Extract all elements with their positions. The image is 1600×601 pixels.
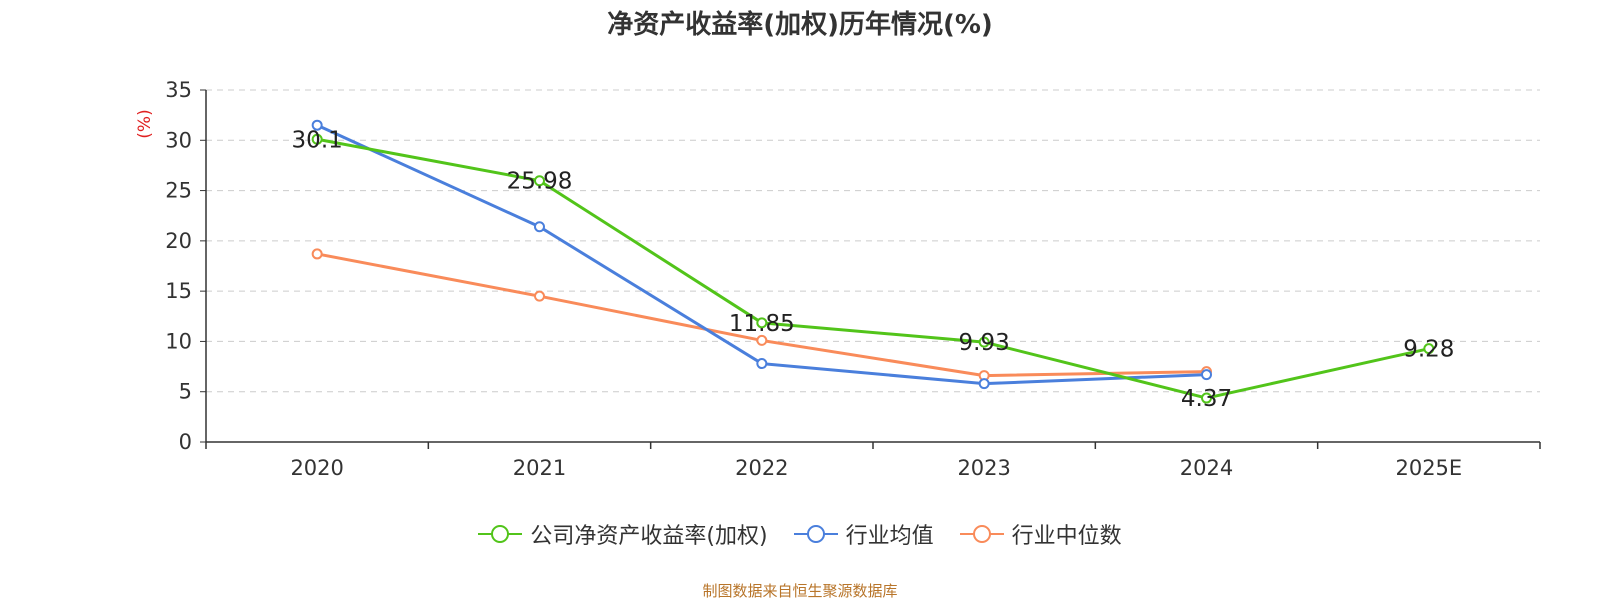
legend-label: 行业中位数 bbox=[1011, 524, 1122, 549]
legend-item-industry-mean[interactable]: 行业均值 bbox=[793, 518, 934, 550]
x-tick-label: 2025E bbox=[1395, 456, 1462, 480]
data-point bbox=[756, 317, 768, 329]
x-tick-label: 2024 bbox=[1180, 456, 1233, 480]
data-point bbox=[1201, 369, 1212, 381]
y-tick-label: 30 bbox=[165, 128, 192, 152]
legend-marker-icon bbox=[959, 525, 1004, 543]
y-tick-label: 25 bbox=[165, 179, 192, 203]
y-tick-label: 15 bbox=[165, 279, 192, 303]
data-source-note: 制图数据来自恒生聚源数据库 bbox=[702, 582, 898, 600]
x-tick-label: 2020 bbox=[290, 456, 343, 480]
legend-label: 公司净资产收益率(加权) bbox=[530, 524, 768, 549]
data-point bbox=[756, 358, 768, 370]
axis-layer: 0 5 10 15 20 25 30 35 (%) 2020 2021 2022 2023 2024 202… bbox=[135, 78, 1541, 480]
data-label: 9.93 bbox=[959, 330, 1010, 356]
y-axis-label: (%) bbox=[135, 109, 155, 138]
legend-marker-icon bbox=[793, 525, 838, 543]
y-tick-label: 35 bbox=[165, 78, 192, 102]
series-layer bbox=[311, 119, 1435, 404]
data-point bbox=[756, 334, 768, 346]
data-point bbox=[311, 248, 323, 260]
data-point bbox=[978, 378, 990, 390]
data-point bbox=[534, 221, 545, 233]
y-tick-label: 20 bbox=[165, 229, 192, 253]
grid-layer bbox=[206, 89, 1540, 393]
data-point bbox=[534, 290, 545, 302]
data-label: 30.1 bbox=[292, 127, 343, 153]
x-tick-label: 2023 bbox=[957, 456, 1010, 480]
series-line bbox=[316, 137, 1430, 400]
legend-item-industry-median[interactable]: 行业中位数 bbox=[959, 518, 1122, 550]
data-label: 4.37 bbox=[1181, 386, 1232, 412]
data-point bbox=[534, 175, 545, 187]
legend: 公司净资产收益率(加权) 行业均值 行业中位数 bbox=[0, 518, 1600, 550]
y-tick-label: 10 bbox=[165, 329, 192, 353]
data-point bbox=[311, 133, 323, 145]
y-tick-label: 5 bbox=[179, 380, 192, 404]
legend-marker-icon bbox=[478, 525, 523, 543]
legend-item-company-roe[interactable]: 公司净资产收益率(加权) bbox=[478, 518, 768, 550]
y-tick-label: 0 bbox=[179, 430, 192, 454]
data-label: 25.98 bbox=[507, 169, 573, 195]
data-label: 11.85 bbox=[729, 311, 795, 337]
legend-label: 行业均值 bbox=[845, 524, 934, 549]
data-point bbox=[311, 119, 323, 131]
data-point bbox=[1423, 343, 1435, 355]
data-label: 9.28 bbox=[1403, 337, 1454, 363]
data-point bbox=[1201, 392, 1212, 404]
label-layer: 30.1 25.98 11.85 9.93 4.37 9.28 bbox=[292, 127, 1455, 412]
data-point bbox=[978, 336, 990, 348]
x-tick-label: 2022 bbox=[735, 456, 788, 480]
x-tick-label: 2021 bbox=[513, 456, 566, 480]
chart-title: 净资产收益率(加权)历年情况(%) bbox=[607, 10, 993, 40]
